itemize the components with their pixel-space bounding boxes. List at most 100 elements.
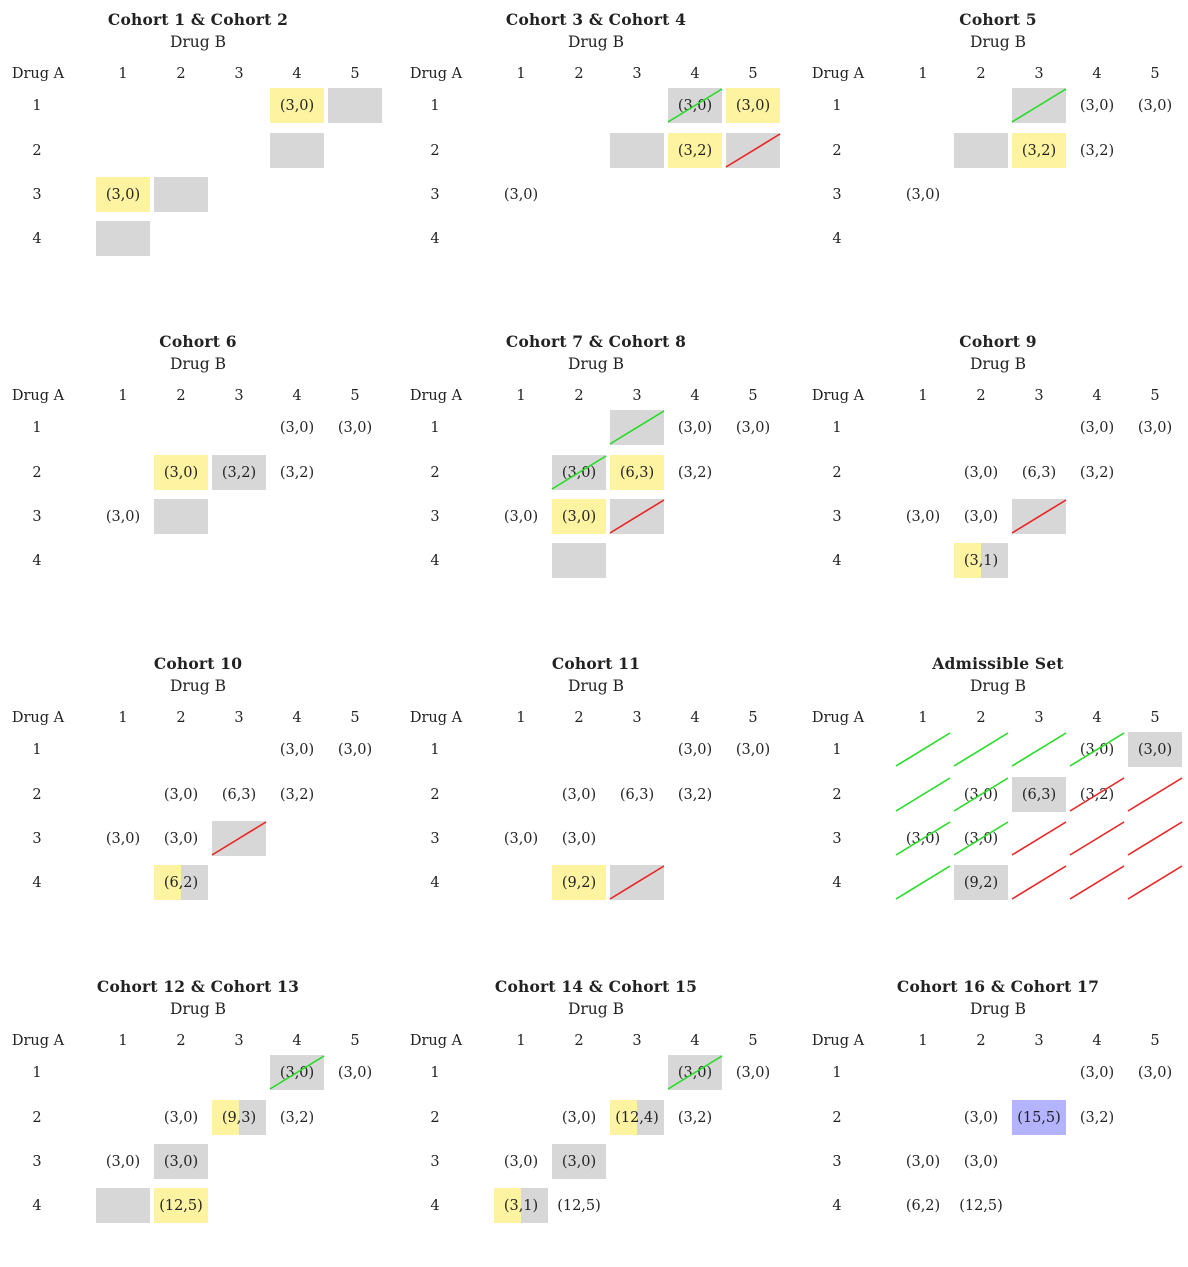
- dose-cell: (3,0): [954, 1144, 1008, 1179]
- dose-cell: (12,4): [610, 1100, 664, 1135]
- green-strike-line: [953, 777, 1009, 812]
- dose-cell: (3,0): [1128, 410, 1182, 445]
- row-label: 4: [832, 1197, 842, 1214]
- green-strike-line: [895, 777, 951, 812]
- panel-title: Cohort 9: [959, 332, 1037, 351]
- cell-value: (3,0): [735, 419, 771, 436]
- dose-cell: (3,0): [954, 1100, 1008, 1135]
- row-label: 3: [430, 186, 440, 203]
- row-label: 1: [832, 1064, 842, 1081]
- panel-title: Cohort 3 & Cohort 4: [505, 10, 687, 29]
- column-label: 5: [748, 387, 758, 404]
- dose-cell: [1069, 865, 1125, 900]
- column-label: 3: [1034, 387, 1044, 404]
- red-strike-line: [609, 865, 665, 900]
- panel-title: Cohort 16 & Cohort 17: [896, 977, 1100, 996]
- dose-cell: [1011, 88, 1067, 123]
- column-label: 4: [690, 65, 700, 82]
- cell-value: (3,2): [279, 786, 315, 803]
- dose-cell: (3,0): [895, 821, 951, 856]
- column-label: 5: [350, 1032, 360, 1049]
- cell-value: (3,1): [503, 1197, 539, 1214]
- dose-cell: (3,0): [552, 1144, 606, 1179]
- column-label: 3: [234, 709, 244, 726]
- cell-value: (9,2): [963, 874, 999, 891]
- drug-b-axis-label: Drug B: [567, 33, 625, 51]
- green-strike-line: [551, 455, 607, 490]
- cohort-panel: Cohort 11 Drug B Drug A 1 2 3 4 5 1 2 3 4 (3,0) (3,0)…: [398, 644, 794, 944]
- green-strike-line: [1011, 732, 1067, 767]
- row-label: 2: [832, 1109, 842, 1126]
- drug-a-axis-label: Drug A: [11, 65, 65, 82]
- row-label: 2: [430, 142, 440, 159]
- dose-cell: (3,0): [726, 1055, 780, 1090]
- cell-value: (3,0): [905, 1153, 941, 1170]
- dose-cell: (3,0): [270, 88, 324, 123]
- dose-cell: (12,5): [552, 1188, 606, 1223]
- row-label: 2: [32, 464, 42, 481]
- red-strike-line: [1011, 865, 1067, 900]
- cell-value: (3,0): [105, 186, 141, 203]
- row-label: 3: [32, 186, 42, 203]
- dose-cell: (3,0): [1070, 410, 1124, 445]
- dose-cell: (3,0): [1069, 732, 1125, 767]
- row-label: 1: [430, 97, 440, 114]
- row-label: 3: [832, 508, 842, 525]
- cell-value: (3,0): [1137, 1064, 1173, 1081]
- dose-cell: (3,0): [551, 455, 607, 490]
- cell-value: (3,0): [163, 1153, 199, 1170]
- panel-title: Cohort 1 & Cohort 2: [107, 10, 289, 29]
- cell-value: (6,3): [1021, 464, 1057, 481]
- dose-cell: (3,2): [270, 1100, 324, 1135]
- cell-value: (3,0): [503, 1153, 539, 1170]
- cell-value: (3,0): [735, 741, 771, 758]
- dose-cell: [1011, 732, 1067, 767]
- column-label: 4: [690, 709, 700, 726]
- red-strike-line: [609, 499, 665, 534]
- cell-value: (3,0): [1137, 419, 1173, 436]
- row-label: 3: [832, 830, 842, 847]
- cell-value: (3,0): [503, 508, 539, 525]
- column-label: 1: [118, 387, 128, 404]
- cell-value: (12,5): [159, 1197, 203, 1214]
- cell-value: (6,3): [619, 464, 655, 481]
- cell-value: (3,2): [677, 142, 713, 159]
- row-label: 1: [832, 97, 842, 114]
- drug-a-axis-label: Drug A: [811, 709, 865, 726]
- drug-a-axis-label: Drug A: [11, 709, 65, 726]
- drug-a-axis-label: Drug A: [811, 387, 865, 404]
- dose-cell: (6,2): [154, 865, 208, 900]
- dose-cell: [609, 410, 665, 445]
- cell-value: (3,0): [163, 1109, 199, 1126]
- drug-a-axis-label: Drug A: [811, 1032, 865, 1049]
- dose-cell: [1127, 777, 1183, 812]
- dose-cell: (3,0): [668, 732, 722, 767]
- dose-cell: [725, 133, 781, 168]
- cell-value: (6,2): [163, 874, 199, 891]
- dose-cell: (9,2): [954, 865, 1008, 900]
- green-strike-line: [895, 821, 951, 856]
- dose-cell: (3,2): [1012, 133, 1066, 168]
- column-label: 4: [1092, 709, 1102, 726]
- row-label: 1: [832, 741, 842, 758]
- row-label: 3: [430, 830, 440, 847]
- column-label: 5: [350, 709, 360, 726]
- row-label: 4: [832, 230, 842, 247]
- cell-value: (3,0): [677, 419, 713, 436]
- row-label: 3: [832, 186, 842, 203]
- row-label: 2: [832, 464, 842, 481]
- column-label: 3: [632, 387, 642, 404]
- cell-value: (3,2): [1079, 464, 1115, 481]
- dose-cell: [1011, 865, 1067, 900]
- dose-cell: (3,0): [668, 410, 722, 445]
- column-label: 5: [350, 387, 360, 404]
- cell-value: (3,2): [279, 1109, 315, 1126]
- dose-cell: [895, 777, 951, 812]
- dose-cell: [1127, 821, 1183, 856]
- dose-cell: (6,3): [1012, 455, 1066, 490]
- dose-cell: [96, 1188, 150, 1223]
- cohort-panel: Cohort 16 & Cohort 17 Drug B Drug A 1 2 3 4 5 1 2…: [800, 967, 1188, 1267]
- red-strike-line: [1127, 777, 1183, 812]
- row-label: 3: [32, 508, 42, 525]
- dose-cell: [609, 865, 665, 900]
